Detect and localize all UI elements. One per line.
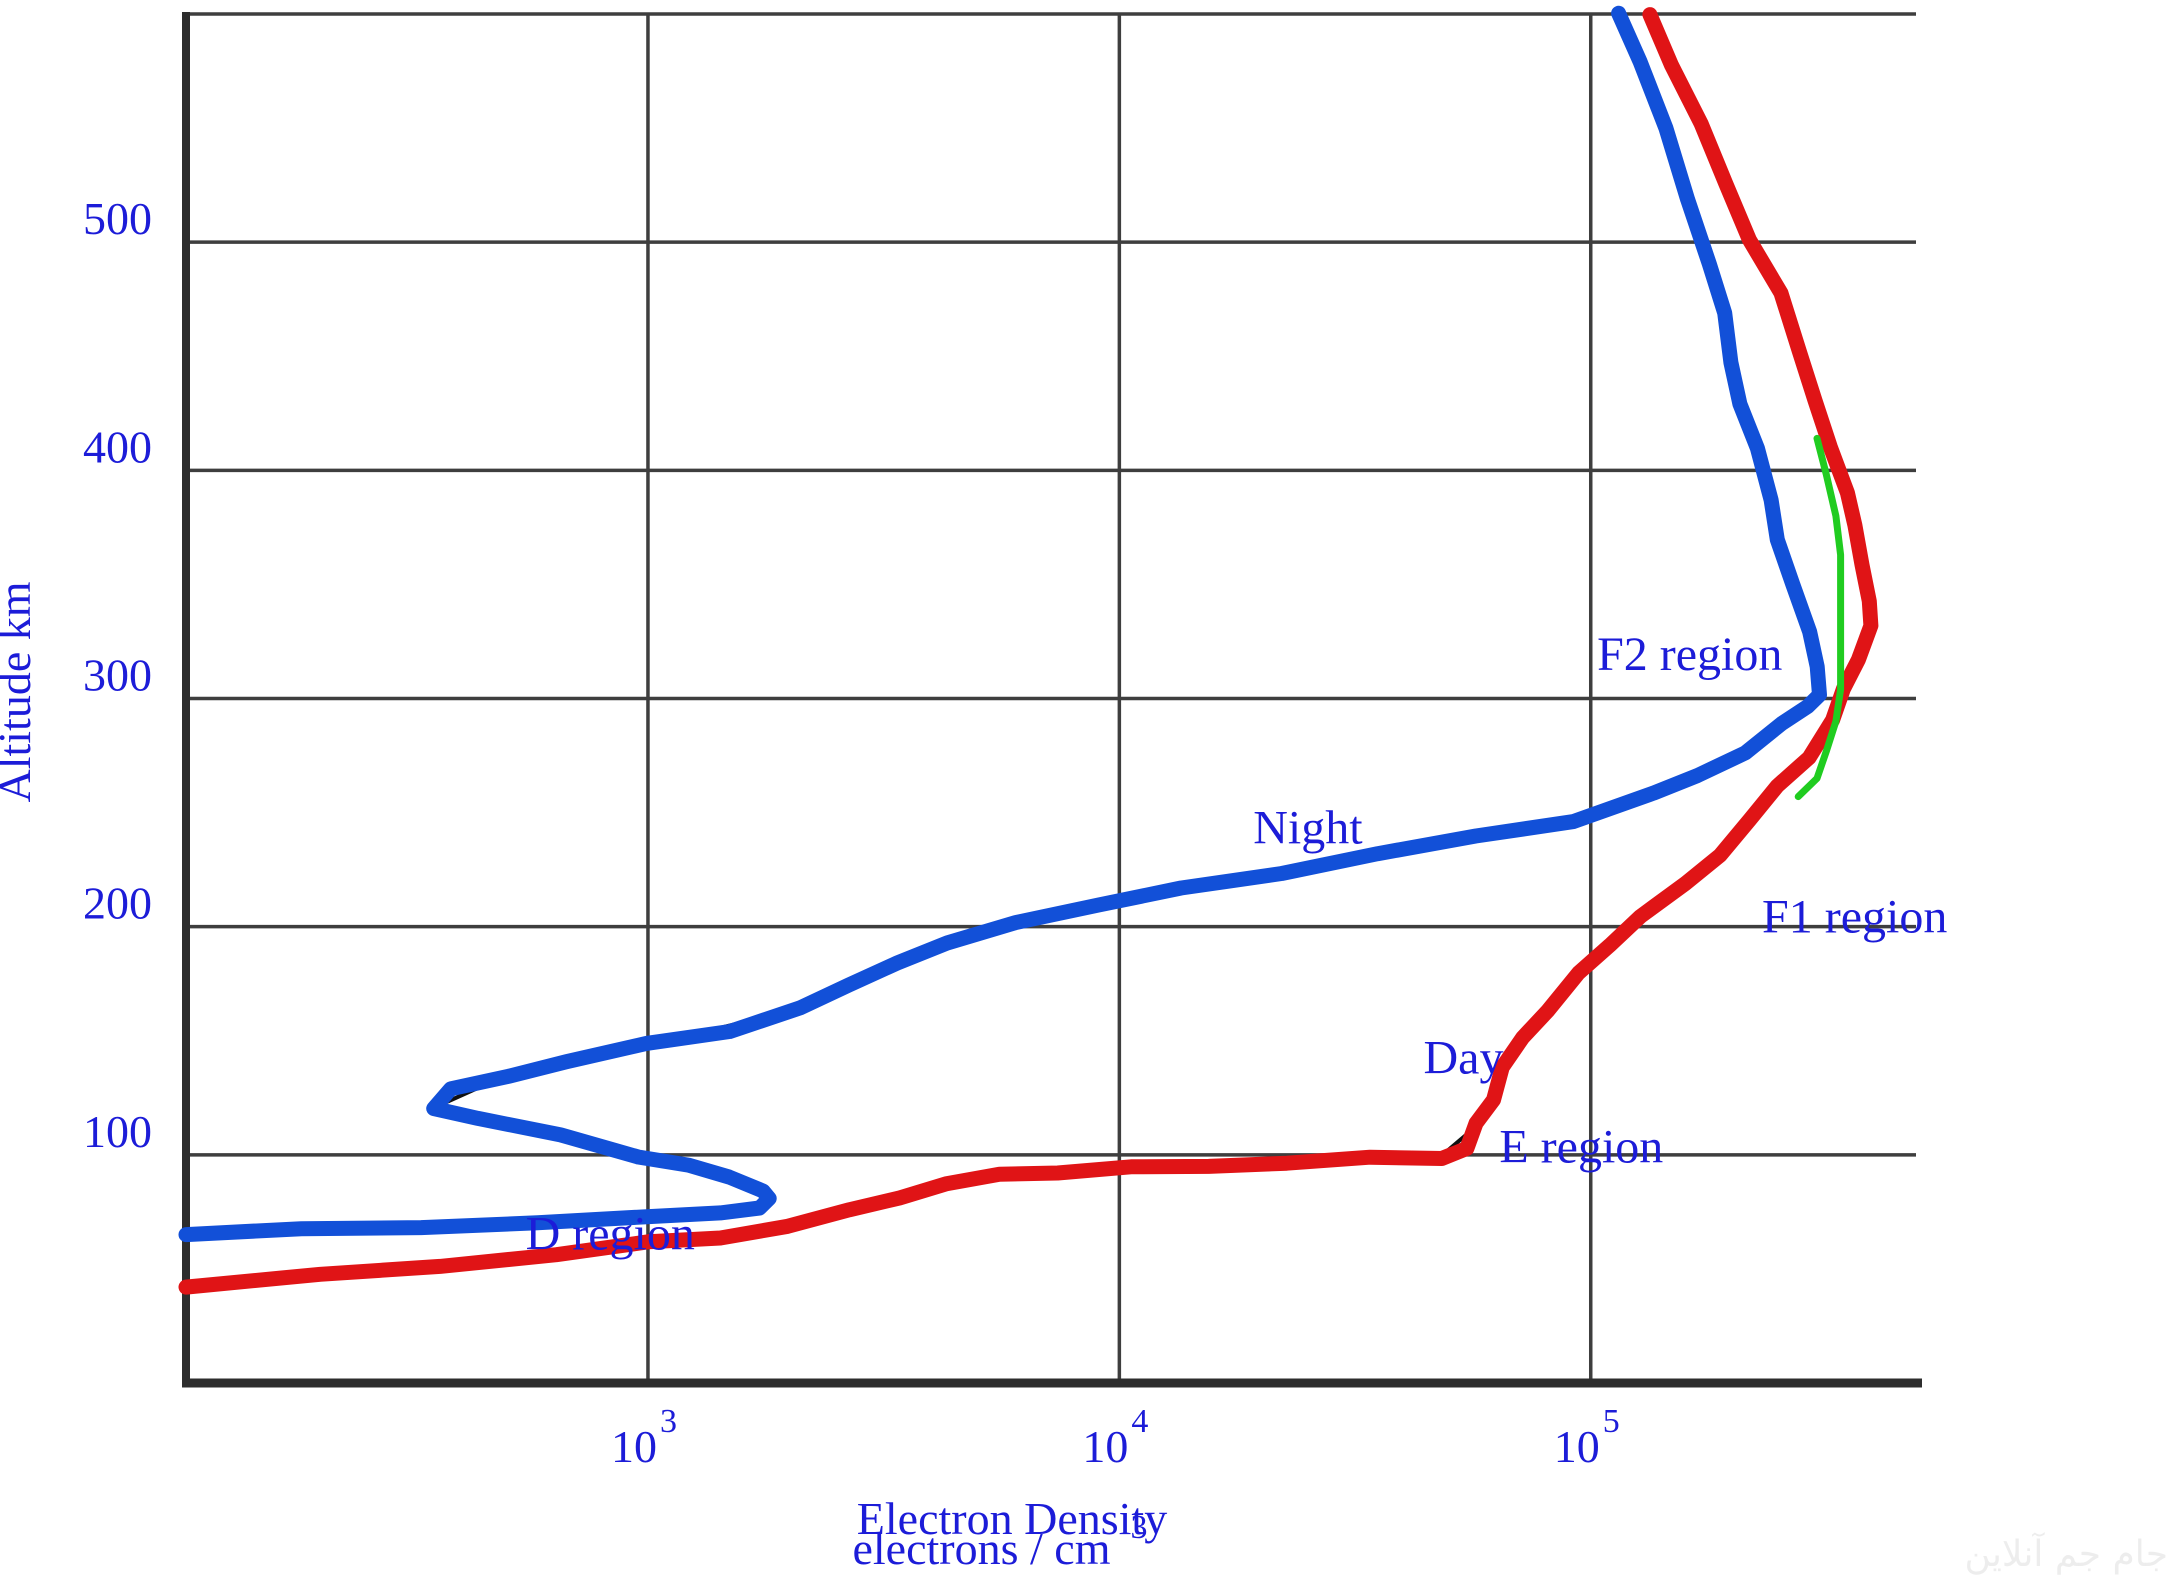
annotation-night: Night [1253, 801, 1363, 854]
annotation-day: Day [1423, 1032, 1503, 1085]
x-axis-title-line1: Electron Density [857, 1493, 1167, 1544]
x-axis-title-line2: electrons / cm 3 [852, 1509, 1147, 1574]
y-tick-100: 100 [83, 1106, 152, 1157]
y-tick-200: 200 [83, 878, 152, 929]
green-curve [1794, 434, 1845, 801]
x-tick-1e4: 104 [1082, 1403, 1148, 1472]
plot-layer [178, 5, 1922, 1388]
y-tick-300: 300 [83, 650, 152, 701]
annotation-f1-region: F1 region [1762, 890, 1947, 943]
annotation-f2-region: F2 region [1597, 628, 1782, 681]
night-curve [178, 5, 1827, 1243]
annotation-e-region: E region [1499, 1121, 1663, 1174]
y-tick-500: 500 [83, 193, 152, 244]
curve-underlay [184, 12, 1824, 1235]
watermark: جام جم آنلاین [1964, 1531, 2168, 1575]
y-axis-title: Altitude km [0, 581, 40, 802]
annotation-d-region: D region [526, 1207, 695, 1260]
x-tick-1e3: 103 [611, 1403, 677, 1472]
y-tick-400: 400 [83, 421, 152, 472]
x-tick-1e5: 105 [1554, 1403, 1620, 1472]
day-curve [178, 7, 1879, 1295]
